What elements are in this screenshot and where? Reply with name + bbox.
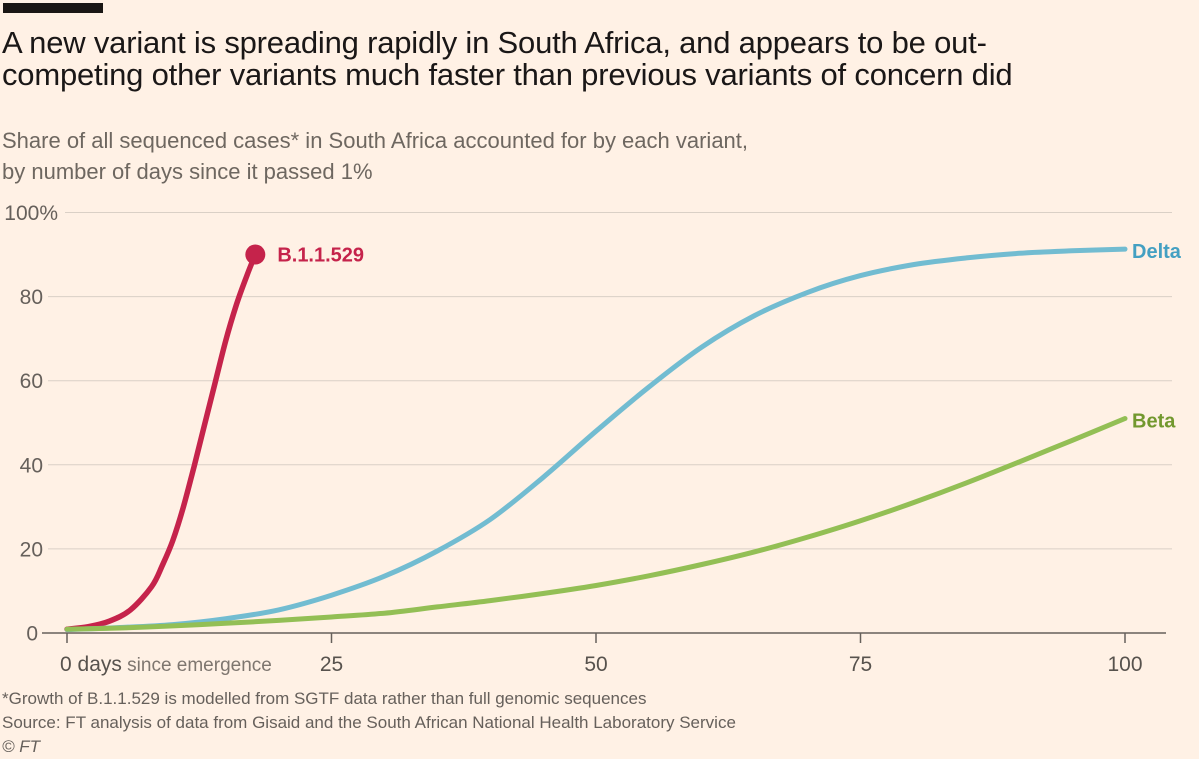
series-label-b11529: B.1.1.529	[277, 245, 364, 267]
y-tick-label-80: 80	[20, 286, 43, 309]
subtitle-line-1: Share of all sequenced cases* in South A…	[2, 128, 749, 153]
y-tick-label-0: 0	[26, 623, 38, 646]
y-tick-label-20: 20	[20, 538, 43, 561]
subtitle-line-2: by number of days since it passed 1%	[2, 159, 373, 184]
x-unit-label: 0 days	[60, 653, 122, 676]
series-end-dot-b11529	[245, 244, 266, 265]
x-tick-label-75: 75	[849, 653, 872, 676]
series-label-delta: Delta	[1132, 241, 1182, 263]
series-line-delta	[64, 246, 1128, 633]
ft-top-bar	[3, 3, 103, 13]
y-tick-label-60: 60	[20, 370, 43, 393]
footnote: *Growth of B.1.1.529 is modelled from SG…	[2, 689, 647, 708]
page-title: A new variant is spreading rapidly in So…	[2, 27, 1199, 91]
series-label-beta: Beta	[1132, 411, 1176, 433]
line-chart: 0 20 40 60 80 100% 0 days since emergence 25 50 7…	[4, 202, 1182, 676]
title-line-1: A new variant is spreading rapidly in So…	[2, 25, 987, 60]
x-tick-label-0: 0 days since emergence	[60, 653, 272, 676]
x-tick-label-25: 25	[320, 653, 343, 676]
title-line-2: competing other variants much faster tha…	[2, 57, 1013, 92]
x-tick-label-50: 50	[584, 653, 607, 676]
series-line-beta	[64, 416, 1128, 632]
y-tick-label-100: 100%	[4, 202, 58, 225]
x-axis-annotation: since emergence	[122, 655, 272, 676]
chart-subtitle: Share of all sequenced cases* in South A…	[2, 125, 1102, 187]
copyright: © FT	[2, 737, 41, 756]
chart-footer: *Growth of B.1.1.529 is modelled from SG…	[2, 687, 736, 759]
y-tick-label-40: 40	[20, 454, 43, 477]
source-line: Source: FT analysis of data from Gisaid …	[2, 713, 736, 732]
series-line-b11529	[64, 251, 259, 632]
x-tick-label-100: 100	[1107, 653, 1142, 676]
